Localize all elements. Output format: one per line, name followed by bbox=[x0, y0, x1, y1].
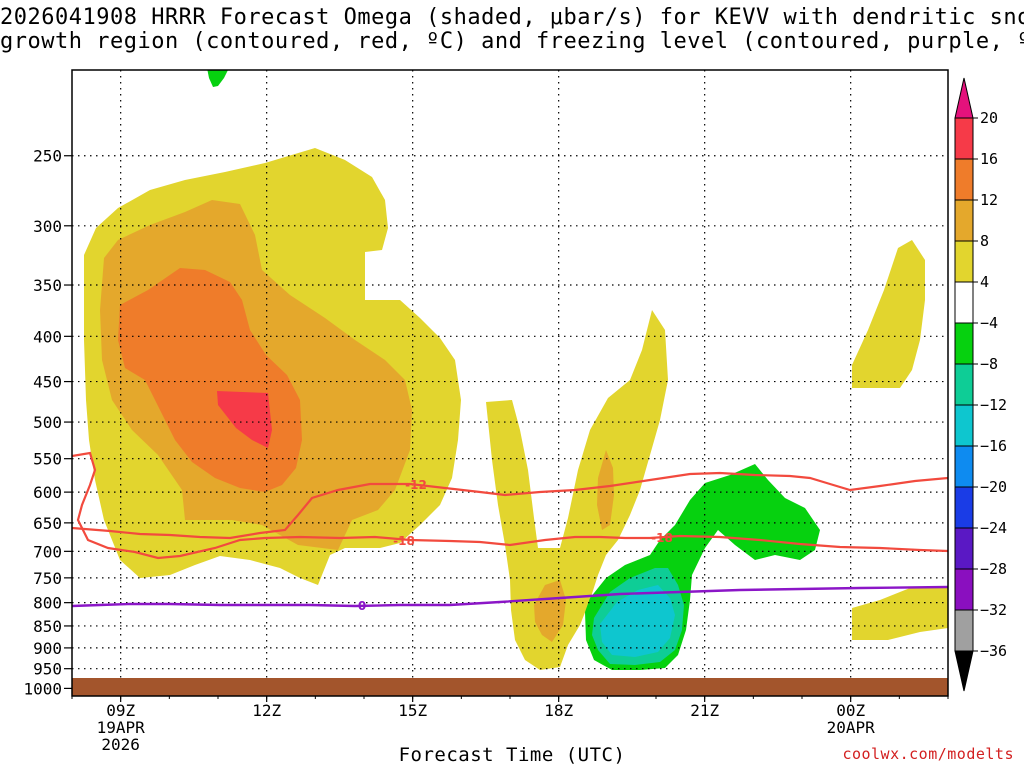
colorbar-label-3: 8 bbox=[980, 232, 989, 250]
x-tick-sublabel-00Z-0: 20APR bbox=[827, 718, 876, 737]
colorbar-bin-6 bbox=[954, 363, 974, 406]
colorbar-bin-3 bbox=[954, 240, 974, 283]
colorbar-bin-11 bbox=[954, 568, 974, 611]
contour-minus18 bbox=[72, 451, 948, 560]
y-tick-label-900: 900 bbox=[33, 639, 62, 658]
y-tick-label-750: 750 bbox=[33, 569, 62, 588]
omega-region-yellow-right-upper bbox=[852, 240, 925, 388]
x-tick-label-18Z: 18Z bbox=[544, 701, 573, 720]
colorbar-label-4: 4 bbox=[980, 273, 989, 291]
contour-zero-freezing bbox=[72, 585, 948, 608]
omega-region-gold-plume-upper bbox=[597, 450, 614, 530]
colorbar-bin-0 bbox=[954, 117, 974, 160]
colorbar-bin-4 bbox=[954, 281, 974, 324]
y-tick-label-550: 550 bbox=[33, 450, 62, 469]
y-tick-label-700: 700 bbox=[33, 542, 62, 561]
colorbar-label-7: −12 bbox=[980, 396, 1007, 414]
colorbar: 20 16 12 8 4 −4 −8 −12 −16 −20 −24 −28 −32 −36 bbox=[954, 77, 1007, 692]
colorbar-bin-8 bbox=[954, 445, 974, 488]
x-tick-label-21Z: 21Z bbox=[690, 701, 719, 720]
y-tick-label-500: 500 bbox=[33, 413, 62, 432]
chart-title-line-2: growth region (contoured, red, ºC) and f… bbox=[0, 29, 1024, 54]
colorbar-label-1: 16 bbox=[980, 150, 998, 168]
colorbar-label-2: 12 bbox=[980, 191, 998, 209]
colorbar-label-13: −36 bbox=[980, 642, 1007, 660]
colorbar-bin-2 bbox=[954, 199, 974, 242]
colorbar-bin-12 bbox=[954, 609, 974, 652]
omega-region-top-green bbox=[207, 70, 228, 87]
x-tick-label-09Z: 09Z bbox=[106, 701, 135, 720]
contour-minus12 bbox=[72, 471, 948, 540]
chart-title: 2026041908 HRRR Forecast Omega (shaded, … bbox=[0, 6, 1024, 54]
colorbar-label-6: −8 bbox=[980, 355, 998, 373]
colorbar-label-10: −24 bbox=[980, 519, 1007, 537]
omega-region-yellow-right-lower bbox=[852, 588, 948, 640]
colorbar-bin-1 bbox=[954, 158, 974, 201]
x-axis-label: Forecast Time (UTC) bbox=[398, 744, 626, 766]
ground-surface bbox=[72, 678, 948, 696]
y-tick-label-800: 800 bbox=[33, 594, 62, 613]
y-tick-label-600: 600 bbox=[33, 483, 62, 502]
colorbar-bin-9 bbox=[954, 486, 974, 529]
y-tick-label-400: 400 bbox=[33, 327, 62, 346]
y-tick-label-850: 850 bbox=[33, 617, 62, 636]
colorbar-label-11: −28 bbox=[980, 560, 1007, 578]
omega-shading bbox=[84, 70, 948, 670]
y-tick-label-300: 300 bbox=[33, 217, 62, 236]
contour-label-minus18-b: -18 bbox=[651, 531, 673, 545]
y-tick-label-650: 650 bbox=[33, 514, 62, 533]
colorbar-top-arrow bbox=[954, 77, 974, 119]
contour-lines: -18 -18 -12 0 bbox=[72, 451, 948, 613]
y-tick-label-350: 350 bbox=[33, 276, 62, 295]
colorbar-bin-10 bbox=[954, 527, 974, 570]
colorbar-label-8: −16 bbox=[980, 437, 1007, 455]
contour-label-zero: 0 bbox=[358, 599, 366, 613]
colorbar-label-9: −20 bbox=[980, 478, 1007, 496]
colorbar-label-12: −32 bbox=[980, 601, 1007, 619]
x-tick-label-00Z: 00Z bbox=[836, 701, 865, 720]
x-tick-label-12Z: 12Z bbox=[252, 701, 281, 720]
chart-title-line-1: 2026041908 HRRR Forecast Omega (shaded, … bbox=[0, 5, 1024, 30]
colorbar-label-0: 20 bbox=[980, 109, 998, 127]
y-tick-label-250: 250 bbox=[33, 147, 62, 166]
colorbar-label-5: −4 bbox=[980, 314, 998, 332]
y-tick-label-950: 950 bbox=[33, 660, 62, 679]
contour-label-minus12: -12 bbox=[405, 478, 427, 492]
x-tick-sublabel-09Z-1: 2026 bbox=[101, 735, 140, 754]
y-tick-label-1000: 1000 bbox=[23, 679, 62, 698]
omega-region-red-20 bbox=[217, 391, 272, 448]
x-tick-label-15Z: 15Z bbox=[398, 701, 427, 720]
y-axis: 250 300 350 400 450 500 550 600 650 700 750 800 850 9… bbox=[23, 147, 72, 698]
colorbar-bin-5 bbox=[954, 322, 974, 365]
y-tick-label-450: 450 bbox=[33, 373, 62, 392]
colorbar-bin-7 bbox=[954, 404, 974, 447]
contour-label-minus18-a: -18 bbox=[393, 534, 415, 548]
x-tick-sublabel-09Z-0: 19APR bbox=[97, 718, 146, 737]
colorbar-bottom-arrow bbox=[954, 650, 974, 692]
credit-link[interactable]: coolwx.com/modelts bbox=[842, 745, 1014, 763]
